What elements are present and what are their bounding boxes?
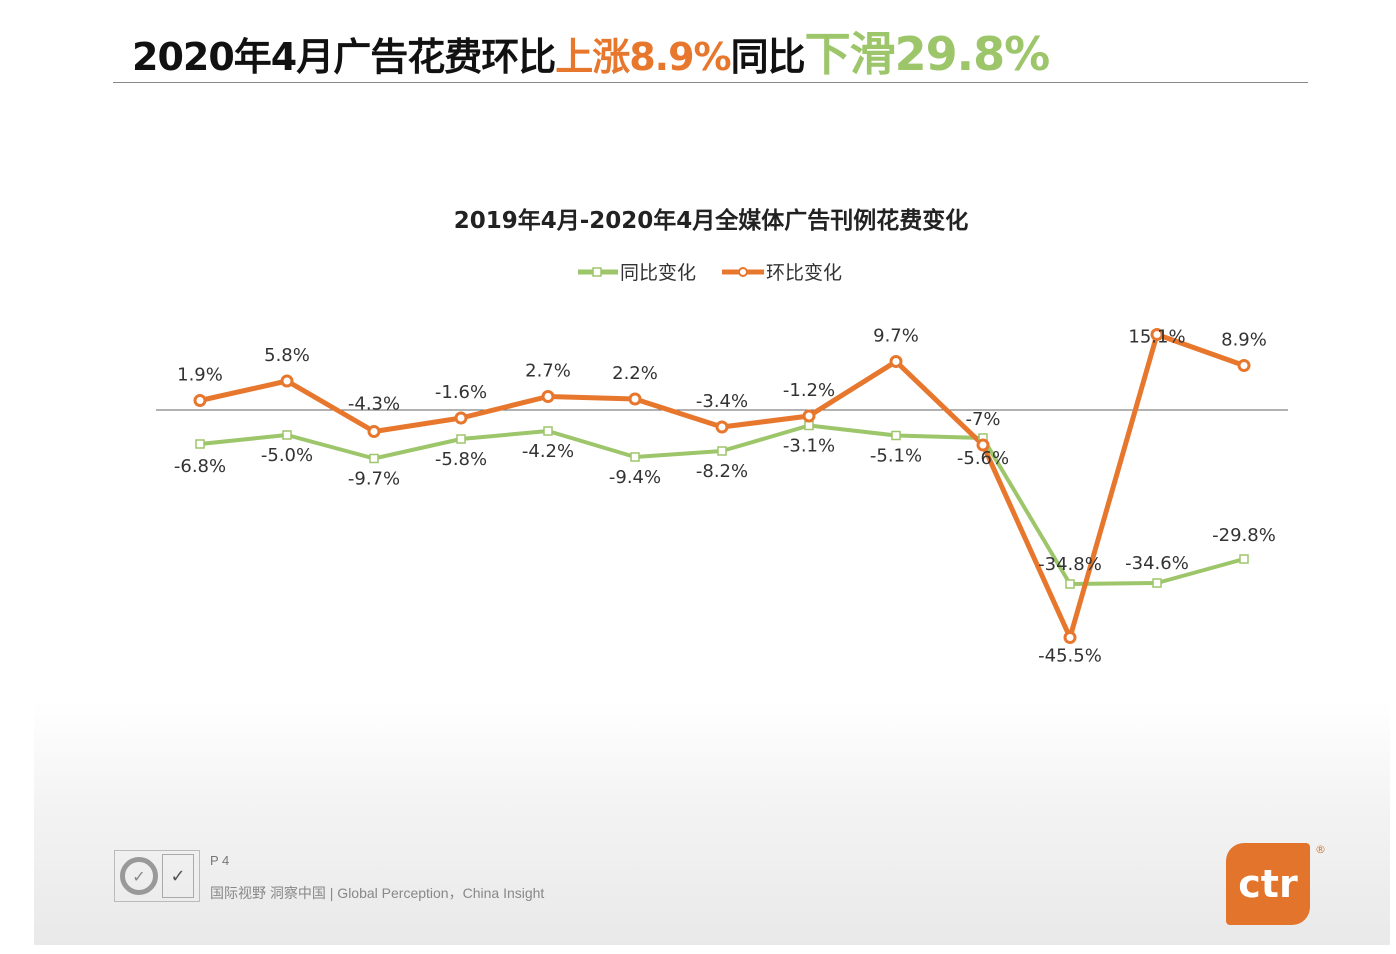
legend-label-yoy: 同比变化: [620, 262, 696, 284]
data-point-yoy: [369, 453, 379, 464]
data-label-yoy: -5.1%: [870, 446, 922, 467]
legend-label-mom: 环比变化: [766, 262, 842, 284]
data-point-mom: [889, 355, 903, 368]
title-divider: [113, 82, 1308, 83]
data-point-yoy: [1152, 578, 1162, 588]
legend: 同比变化 环比变化: [578, 262, 842, 284]
data-point-mom: [541, 390, 555, 403]
data-label-mom: 1.9%: [177, 365, 223, 386]
footer-tagline: 国际视野 洞察中国 | Global Perception，China Insi…: [210, 885, 545, 901]
data-label-yoy: -5.6%: [957, 448, 1009, 469]
data-label-mom: 2.2%: [612, 363, 658, 384]
data-label-yoy: -4.2%: [522, 441, 574, 462]
certification-logos: ✓ ✓: [114, 850, 200, 902]
data-label-yoy: -3.1%: [783, 436, 835, 457]
data-point-mom: [280, 374, 294, 388]
data-label-yoy: -8.2%: [696, 461, 748, 482]
data-point-mom: [802, 409, 816, 423]
page-number: P 4: [210, 853, 230, 868]
data-label-yoy: -29.8%: [1212, 525, 1276, 546]
data-point-yoy: [1065, 579, 1075, 589]
title-highlight-down: 下滑29.8%: [804, 27, 1051, 81]
data-point-mom: [1063, 631, 1077, 644]
data-point-mom: [367, 425, 381, 438]
data-point-yoy: [717, 446, 727, 456]
ctr-logo: ctr: [1226, 843, 1310, 925]
data-label-yoy: -5.0%: [261, 445, 313, 466]
data-point-mom: [1150, 328, 1164, 341]
data-label-mom: -3.4%: [696, 391, 748, 412]
slide-background: [34, 700, 1390, 945]
sgs-logo: ✓: [120, 857, 158, 895]
data-label-mom: 15.1%: [1128, 327, 1185, 348]
data-point-mom: [715, 420, 729, 434]
data-point-mom: [976, 438, 990, 452]
data-label-yoy: -9.4%: [609, 467, 661, 488]
data-point-yoy: [543, 426, 553, 436]
data-label-mom: -4.3%: [348, 394, 400, 415]
legend-marker-mom: [738, 267, 748, 277]
chart-title: 2019年4月-2020年4月全媒体广告刊例花费变化: [454, 207, 969, 234]
data-label-mom: -45.5%: [1038, 646, 1102, 667]
data-point-mom: [628, 392, 642, 406]
data-label-mom: -1.6%: [435, 382, 487, 403]
data-label-mom: 2.7%: [525, 361, 571, 382]
data-point-yoy: [1239, 554, 1249, 564]
data-label-mom: 5.8%: [264, 345, 310, 366]
data-label-yoy: -34.6%: [1125, 553, 1189, 574]
data-point-yoy: [630, 452, 640, 462]
data-point-yoy: [195, 439, 205, 449]
data-point-yoy: [804, 420, 814, 431]
title-highlight-up: 上涨8.9%: [555, 35, 731, 79]
data-label-yoy: -34.8%: [1038, 554, 1102, 575]
page-title: 2020年4月广告花费环比上涨8.9%同比下滑29.8%: [132, 27, 1051, 81]
data-label-yoy: -5.8%: [435, 449, 487, 470]
data-point-yoy: [282, 430, 292, 440]
data-label-mom: -7%: [965, 409, 1000, 430]
data-point-yoy: [456, 434, 466, 444]
data-label-mom: -1.2%: [783, 380, 835, 401]
data-label-yoy: -9.7%: [348, 469, 400, 490]
data-label-yoy: -6.8%: [174, 456, 226, 477]
ukas-logo: ✓: [162, 854, 194, 898]
data-point-mom: [193, 394, 207, 407]
data-point-mom: [454, 411, 468, 425]
legend-marker-yoy: [592, 267, 602, 277]
data-label-mom: 9.7%: [873, 326, 919, 347]
registered-mark: ®: [1315, 843, 1326, 856]
data-point-yoy: [891, 430, 901, 441]
data-point-mom: [1237, 359, 1251, 372]
data-label-mom: 8.9%: [1221, 330, 1267, 351]
